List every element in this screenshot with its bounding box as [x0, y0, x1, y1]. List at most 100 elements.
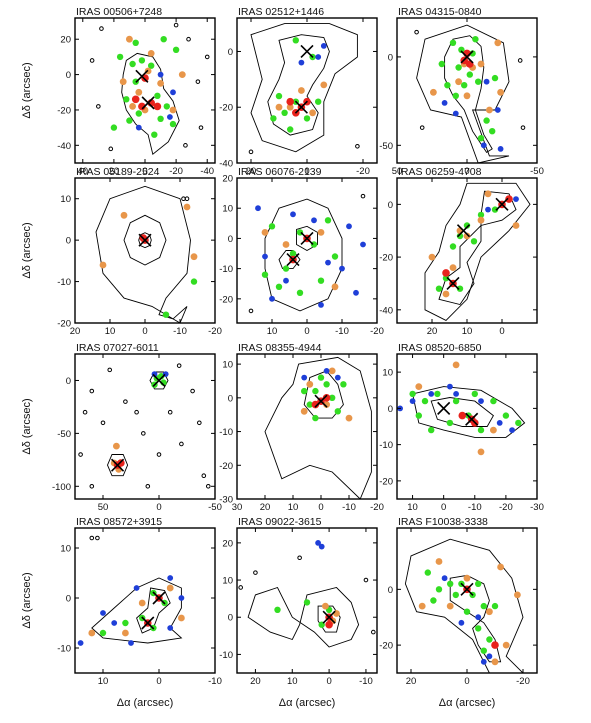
nucleus-cross-marker: [314, 394, 328, 408]
nucleus-cross-marker: [322, 610, 336, 624]
green-point: [456, 285, 464, 292]
x-tick-label: 0: [326, 676, 331, 687]
contour-line: [107, 454, 129, 477]
x-tick-label: 20: [246, 166, 257, 177]
x-tick-label: 50: [392, 166, 403, 177]
green-point: [491, 206, 499, 213]
green-point: [148, 62, 155, 69]
y-axis-label: Δδ (arcsec): [21, 572, 33, 628]
noise-contour-mark: [123, 399, 128, 404]
x-tick-label: -50: [530, 166, 544, 177]
x-tick-label: 20: [427, 326, 438, 337]
noise-contour-mark: [145, 483, 151, 489]
blue-point: [494, 107, 501, 113]
noise-contour-mark: [156, 452, 162, 457]
blue-point: [334, 374, 341, 381]
panel-title: IRAS 00506+7248: [76, 6, 162, 18]
green-point: [463, 222, 471, 229]
blue-point: [453, 391, 459, 397]
nucleus-cross-marker: [141, 96, 155, 110]
orange-point: [514, 591, 521, 599]
panel-plot-area: [77, 535, 185, 646]
panel-title: IRAS 04315-0840: [398, 6, 482, 18]
blue-point: [486, 653, 493, 660]
y-tick-label: 20: [60, 35, 71, 46]
green-point: [461, 82, 468, 89]
orange-point: [463, 574, 471, 582]
orange-point: [306, 380, 314, 388]
panel-10: 10 0 -10 10 0 -10 IRAS 08572+3915 Δδ (arcsec) Δα…: [21, 516, 222, 709]
panel-title: IRAS 06259-4708: [398, 166, 482, 178]
green-point: [480, 602, 487, 610]
orange-point: [99, 261, 107, 269]
y-tick-label: 10: [60, 544, 71, 555]
green-point: [434, 390, 441, 398]
nucleus-cross-marker: [460, 50, 474, 64]
green-point: [261, 271, 269, 278]
y-tick-label: 0: [66, 70, 71, 81]
green-point: [275, 283, 283, 290]
y-tick-label: 0: [388, 585, 393, 596]
y-tick-label: 0: [388, 200, 393, 211]
noise-contour-mark: [107, 367, 113, 373]
x-tick-label: 0: [156, 502, 161, 513]
noise-contour-mark: [253, 570, 258, 575]
x-tick-label: 20: [250, 676, 261, 687]
x-tick-label: 10: [105, 326, 116, 337]
orange-point: [135, 88, 143, 96]
x-tick-label: 50: [98, 502, 109, 513]
panel-title: IRAS 08355-4944: [238, 342, 322, 354]
green-point: [477, 211, 485, 219]
x-tick-label: 10: [407, 502, 418, 513]
green-point: [409, 390, 416, 398]
x-tick-label: 0: [318, 502, 323, 513]
x-tick-label: -20: [169, 166, 183, 177]
green-point: [301, 387, 308, 395]
green-point: [270, 115, 277, 122]
nucleus-cross-marker: [138, 233, 152, 247]
y-tick-label: 10: [222, 360, 233, 371]
x-tick-label: 20: [109, 166, 120, 177]
orange-point: [122, 629, 129, 637]
green-point: [287, 126, 294, 133]
x-tick-label: 20: [406, 676, 417, 687]
contour-line: [296, 225, 318, 252]
panel-title: IRAS F10038-3338: [398, 516, 488, 528]
green-point: [334, 408, 341, 415]
blue-point: [167, 114, 173, 120]
green-point: [442, 275, 450, 282]
contour-line: [247, 586, 360, 648]
noise-contour-mark: [201, 473, 207, 479]
green-point: [163, 103, 170, 110]
blue-point: [513, 196, 519, 203]
y-tick-label: -40: [219, 159, 233, 170]
contour-line: [449, 574, 502, 663]
green-point: [317, 374, 325, 381]
blue-point: [323, 368, 330, 374]
x-tick-label: -10: [208, 676, 222, 687]
contour-line: [123, 214, 167, 266]
red-point: [286, 97, 295, 106]
blue-point: [447, 383, 453, 390]
y-tick-label: 0: [66, 236, 71, 247]
blue-point: [478, 398, 484, 404]
green-point: [289, 250, 297, 257]
y-tick-label: -10: [57, 644, 71, 655]
orange-point: [286, 103, 294, 111]
orange-point: [446, 602, 454, 610]
x-tick-label: 10: [267, 326, 278, 337]
nucleus-cross-marker: [437, 401, 451, 415]
noise-contour-mark: [89, 535, 95, 541]
green-point: [449, 39, 457, 46]
green-point: [312, 414, 319, 422]
contour-line: [264, 198, 343, 312]
noise-contour-mark: [248, 149, 254, 155]
panel-title: IRAS 02512+1446: [238, 6, 324, 18]
nucleus-cross-marker: [300, 231, 314, 245]
x-axis-label: Δα (arcsec): [439, 697, 496, 709]
green-point: [458, 46, 465, 53]
green-point: [491, 74, 499, 82]
y-tick-label: -20: [379, 253, 393, 264]
x-tick-label: 20: [260, 502, 271, 513]
noise-contour-mark: [419, 125, 425, 130]
